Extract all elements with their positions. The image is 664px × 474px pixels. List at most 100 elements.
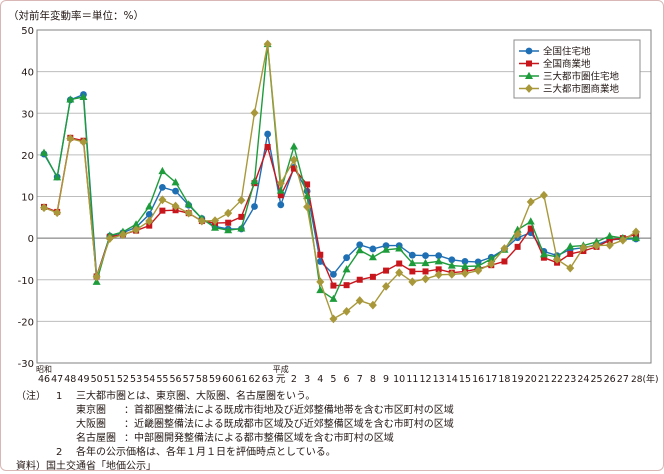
x-era-label-showa: 昭和 [36, 365, 52, 374]
data-point [539, 250, 548, 258]
data-point [355, 296, 364, 305]
x-tick-label: 48 [64, 374, 76, 385]
data-point [342, 306, 351, 316]
x-tick-label: 27 [617, 374, 629, 385]
data-point [355, 245, 364, 254]
x-tick-label: 51 [104, 374, 116, 385]
data-point [118, 230, 127, 240]
tokyo-label: 東京圏 [76, 405, 106, 416]
data-point [330, 282, 337, 289]
unit-label: （対前年変動率＝単位：%） [8, 9, 144, 22]
data-point [409, 268, 416, 275]
data-point [343, 282, 350, 289]
data-point [369, 245, 377, 253]
x-tick-label: 62 [248, 374, 260, 385]
data-point [159, 207, 166, 214]
data-point [487, 254, 496, 262]
notes: （注） 1 三大都市圏とは、東京圏、大阪圏、名古屋圏をいう。 東京圏 ：首都圏整備法に… [16, 390, 656, 474]
data-point [237, 224, 246, 232]
series-line [43, 93, 636, 277]
data-point [566, 242, 575, 250]
data-point [408, 258, 417, 267]
data-point [105, 234, 114, 243]
data-point [211, 223, 220, 231]
data-point [145, 216, 154, 226]
y-tick-label: 0 [28, 234, 34, 245]
data-point [342, 265, 351, 273]
data-point [184, 208, 193, 218]
data-point [356, 241, 364, 249]
data-point [421, 274, 430, 284]
y-tick-label: -10 [18, 276, 34, 287]
legend-item: 三大都市圏商業地 [519, 83, 620, 95]
data-point [303, 202, 312, 212]
data-point [422, 252, 429, 260]
nagoya-label: 名古屋圏 [76, 433, 116, 444]
data-point [250, 108, 259, 118]
data-point [79, 92, 88, 101]
x-tick-label: 55 [156, 374, 168, 385]
data-point [461, 258, 469, 265]
data-point [592, 241, 601, 251]
x-tick-label: 17 [485, 374, 497, 385]
legend-label: 全国商業地 [543, 58, 591, 70]
data-point [317, 251, 324, 258]
data-point [53, 208, 62, 218]
x-tick-label: 60 [222, 374, 234, 385]
x-tick-label: 24 [577, 374, 589, 385]
x-tick-label: 49 [77, 374, 89, 385]
data-point [408, 277, 417, 287]
data-point [395, 268, 404, 278]
data-point [277, 201, 285, 209]
data-point [158, 195, 167, 205]
data-point [92, 272, 101, 282]
note-1-text: 三大都市圏とは、東京圏、大阪圏、名古屋圏をいう。 [76, 391, 316, 402]
data-point [632, 233, 640, 242]
data-point [447, 261, 456, 269]
data-point [369, 273, 376, 280]
x-tick-label: 14 [446, 374, 458, 385]
x-tick-label: 50 [91, 374, 103, 385]
x-tick-label: 15 [459, 374, 471, 385]
data-point [53, 173, 62, 181]
y-tick-label: 30 [21, 109, 34, 120]
data-point [513, 229, 522, 239]
legend-marker [525, 47, 533, 55]
data-point [329, 294, 338, 302]
data-point [184, 200, 193, 208]
data-point [632, 227, 640, 237]
data-point [197, 216, 206, 226]
data-point [567, 250, 574, 257]
x-tick-label: 11 [406, 374, 418, 385]
legend-marker [526, 60, 532, 67]
series-1 [40, 91, 640, 280]
data-point [539, 190, 548, 200]
series-line [43, 44, 636, 300]
data-point [383, 267, 390, 274]
x-era-label-heisei: 平成 [273, 364, 289, 374]
legend-label: 全国住宅地 [543, 46, 591, 58]
data-point [606, 237, 613, 244]
x-tick-label: 2 [291, 374, 297, 385]
data-point [171, 178, 180, 186]
y-tick-label: 10 [21, 193, 34, 204]
data-point [434, 270, 443, 280]
source: 資料）国土交通省「地価公示」 [16, 460, 656, 474]
data-point [448, 256, 456, 264]
data-point [566, 263, 575, 273]
data-point [526, 217, 535, 225]
data-point [329, 314, 338, 324]
data-point [605, 240, 614, 250]
data-point [474, 266, 483, 275]
data-point [225, 219, 232, 226]
line-chart: （対前年変動率＝単位：%） 50 40 30 20 10 0 -10 -20 -30 昭和 平成 4… [8, 9, 658, 385]
data-point [145, 202, 154, 210]
tokyo-text: ：首都圏整備法による既成市街地及び近郊整備地帯を含む市区町村の区域 [124, 405, 454, 416]
data-point [159, 183, 166, 191]
note-2: 2 各年の公示価格は、各年１月１日を評価時点としている。 [16, 446, 656, 460]
x-tick-label: 22 [551, 374, 563, 385]
data-point [211, 216, 220, 226]
nagoya-text: ：中部圏開発整備法による都市整備区域を含む市町村の区域 [124, 433, 394, 444]
x-tick-label: 5 [330, 374, 336, 385]
data-point [238, 213, 245, 220]
